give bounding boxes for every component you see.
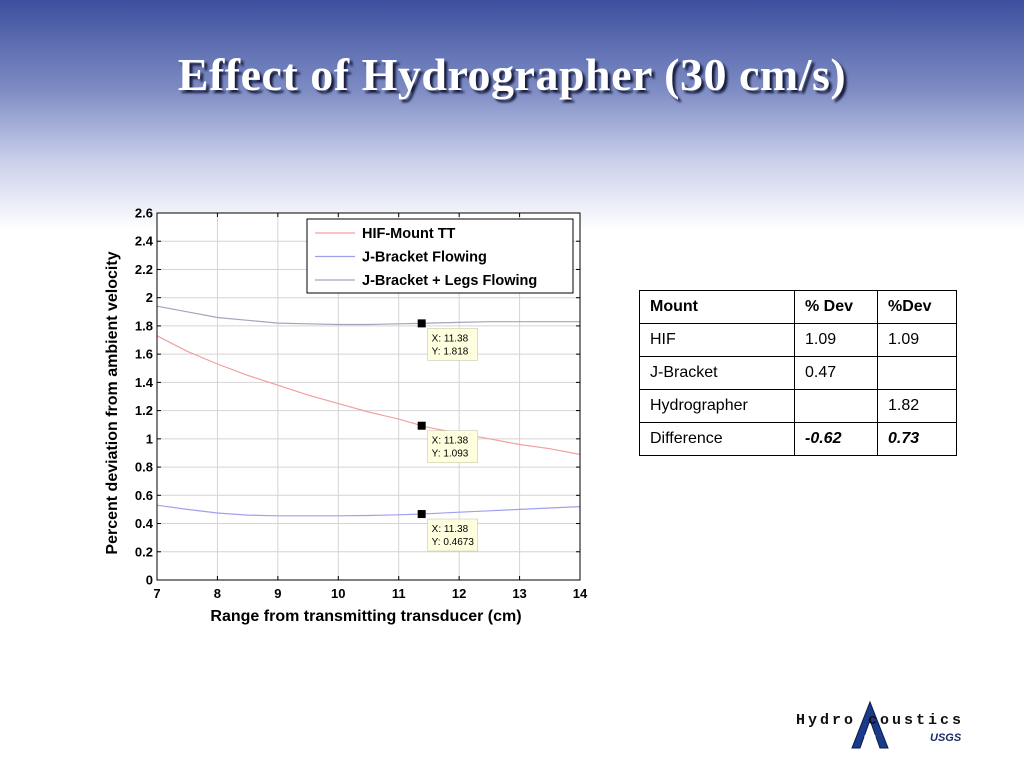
table-cell: 0.47 [794, 356, 878, 390]
table-header-dev-1: % Dev [794, 290, 878, 324]
series-line-2 [156, 305, 580, 326]
slide-title: Effect of Hydrographer (30 cm/s) [177, 49, 847, 100]
datatip-box [427, 518, 478, 552]
datatip-x-label: X: 11.38 [432, 333, 469, 344]
y-tick-label: 1 [146, 431, 153, 446]
hydroacoustics-a-logo-icon [851, 700, 889, 749]
y-tick-label: 2.2 [135, 262, 153, 277]
table-cell: HIF [639, 323, 795, 357]
datatip-box [427, 430, 478, 464]
series-line-1 [156, 504, 581, 517]
legend-entry: HIF-Mount TT [362, 226, 456, 242]
datatip-marker [417, 421, 426, 430]
table-row: HIF 1.09 1.09 [639, 323, 957, 357]
datatip-marker [417, 510, 426, 519]
y-tick-label: 0.4 [135, 516, 154, 531]
legend-entry: J-Bracket + Legs Flowing [362, 273, 537, 289]
table-row: Hydrographer 1.82 [639, 389, 957, 423]
y-tick-label: 0.2 [135, 544, 153, 559]
x-tick-label: 14 [573, 586, 588, 601]
y-axis-label: Percent deviation from ambient velocity [104, 251, 121, 554]
datatip-y-label: Y: 1.093 [432, 449, 469, 460]
table-header-row: Mount % Dev %Dev [639, 290, 957, 324]
y-tick-label: 2 [146, 290, 153, 305]
y-tick-label: 1.2 [135, 403, 153, 418]
logo-text: Hydro coustics [796, 712, 965, 729]
table-cell: 0.73 [877, 422, 957, 456]
x-tick-label: 13 [512, 586, 526, 601]
datatip-y-label: Y: 0.4673 [432, 537, 475, 548]
y-tick-label: 2.6 [135, 206, 153, 221]
table-cell: Difference [639, 422, 795, 456]
y-tick-label: 1.4 [135, 375, 154, 390]
table-cell: 1.09 [877, 323, 957, 357]
hydroacoustics-logo: Hydro coustics USGS [790, 700, 980, 758]
datatip-x-label: X: 11.38 [432, 436, 469, 447]
datatip-box [427, 328, 478, 361]
y-tick-label: 2.4 [135, 234, 154, 249]
table-header-mount: Mount [639, 290, 795, 324]
plot-frame [156, 212, 581, 581]
x-tick-label: 8 [214, 586, 221, 601]
x-tick-label: 10 [331, 586, 345, 601]
x-tick-label: 11 [392, 586, 406, 601]
x-tick-label: 9 [274, 586, 281, 601]
datatip-y-label: Y: 1.818 [432, 346, 469, 357]
legend-entry: J-Bracket Flowing [362, 250, 487, 266]
table-header-dev-2: %Dev [877, 290, 957, 324]
datatip-marker [417, 319, 426, 328]
series-line-0 [156, 335, 581, 455]
table-cell [877, 356, 957, 390]
table-row: Difference -0.62 0.73 [639, 422, 957, 456]
y-tick-label: 1.8 [135, 318, 153, 333]
logo-sub: USGS [930, 732, 962, 744]
table-row: J-Bracket 0.47 [639, 356, 957, 390]
y-tick-label: 0 [146, 573, 153, 588]
x-axis-label: Range from transmitting transducer (cm) [210, 608, 521, 625]
table-cell: -0.62 [794, 422, 878, 456]
datatip-x-label: X: 11.38 [432, 524, 469, 535]
summary-table: Mount % Dev %Dev HIF 1.09 1.09 J-Bracket… [639, 290, 957, 456]
table-cell: J-Bracket [639, 356, 795, 390]
y-tick-label: 0.6 [135, 488, 153, 503]
y-tick-label: 0.8 [135, 460, 153, 475]
x-tick-label: 7 [153, 586, 160, 601]
table-cell: 1.09 [794, 323, 878, 357]
table-cell: 1.82 [877, 389, 957, 423]
table-cell: Hydrographer [639, 389, 795, 423]
table-cell [794, 389, 878, 423]
y-tick-label: 1.6 [135, 347, 153, 362]
x-tick-label: 12 [452, 586, 466, 601]
